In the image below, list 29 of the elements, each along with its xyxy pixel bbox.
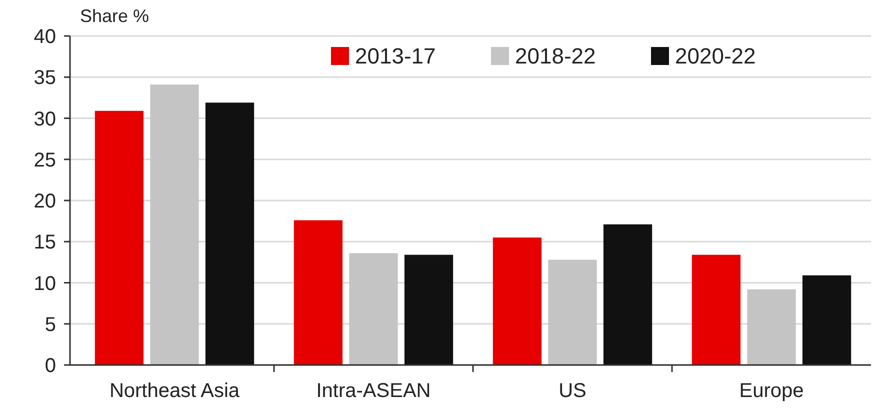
legend-label: 2018-22 [515, 44, 596, 69]
y-tick-label: 0 [44, 355, 56, 377]
bar [150, 84, 199, 365]
y-tick-label: 10 [34, 272, 56, 295]
bar [603, 224, 652, 365]
bar [349, 253, 398, 365]
bar [802, 275, 852, 365]
legend-label: 2020-22 [675, 44, 756, 69]
bar [692, 254, 741, 365]
bar [94, 110, 144, 365]
bar [205, 102, 254, 365]
y-tick-label: 5 [44, 314, 56, 336]
y-tick-label: 40 [34, 26, 56, 48]
legend-label: 2013-17 [355, 44, 436, 69]
y-tick-label: 15 [34, 232, 56, 254]
y-tick-label: 20 [34, 190, 56, 212]
x-tick-label: Northeast Asia [109, 380, 240, 402]
x-tick-label: US [558, 380, 586, 402]
bar [404, 254, 454, 365]
bar [294, 220, 343, 365]
y-axis-title: Share % [80, 6, 150, 26]
bar [747, 289, 796, 365]
y-tick-label: 25 [34, 149, 56, 172]
x-tick-label: Intra-ASEAN [316, 380, 431, 402]
y-tick-label: 30 [34, 108, 56, 130]
y-tick-label: 35 [34, 67, 56, 90]
bar [492, 238, 542, 365]
bar [548, 260, 597, 365]
x-tick-label: Europe [739, 380, 804, 402]
